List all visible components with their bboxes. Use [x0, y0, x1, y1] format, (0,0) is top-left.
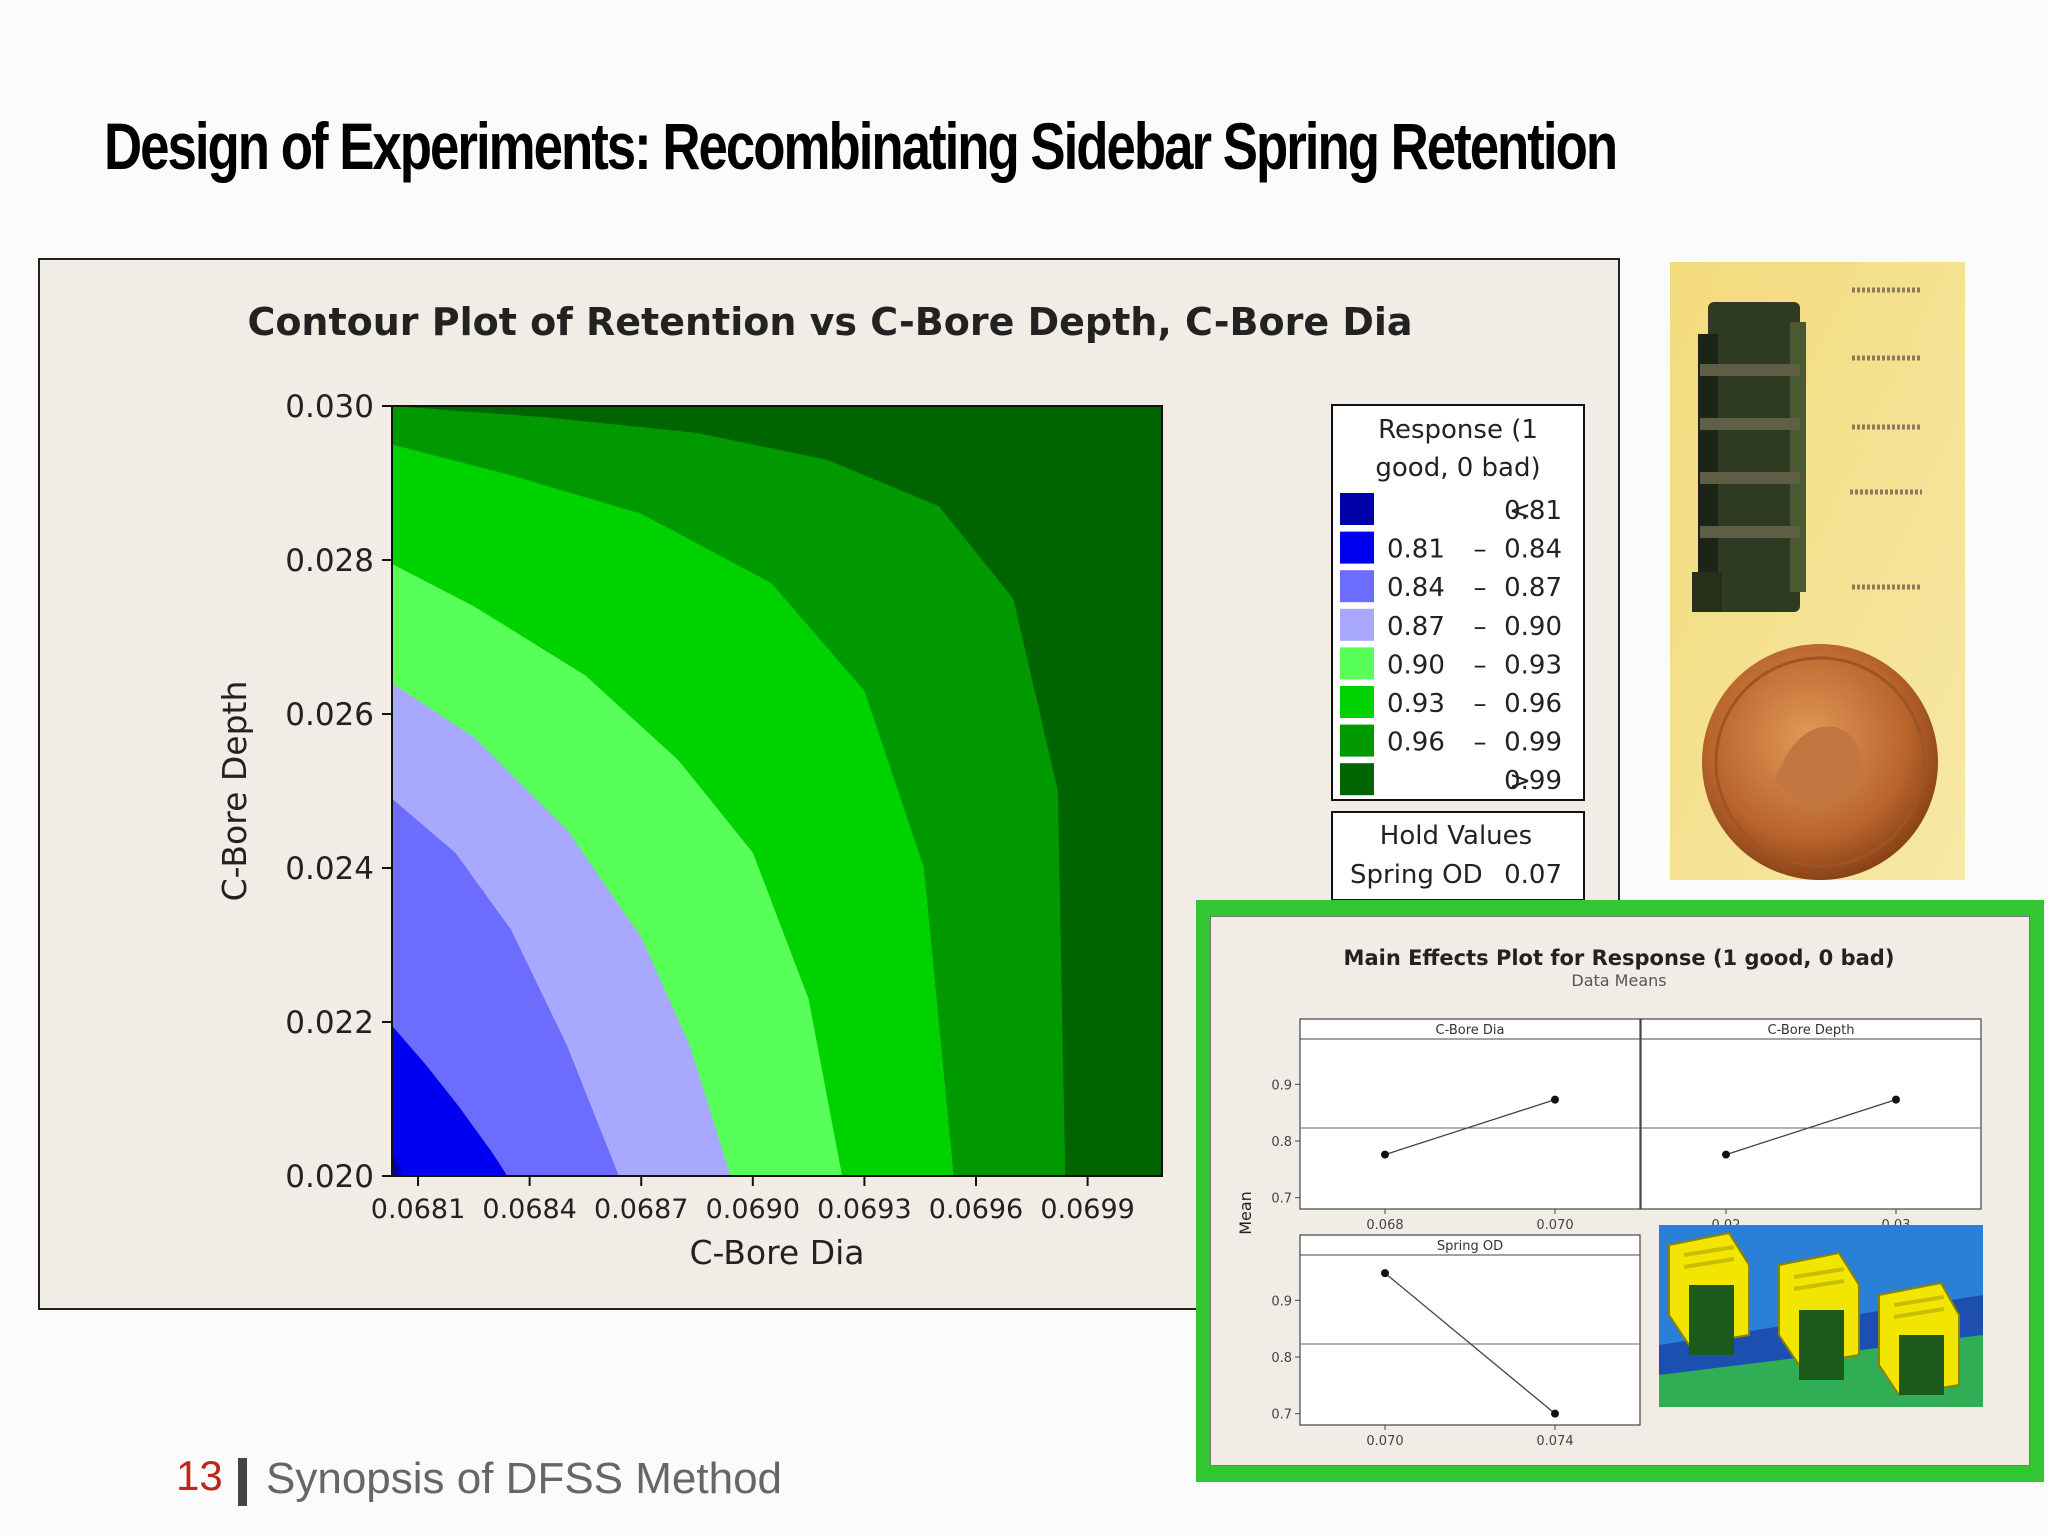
legend-range-dash: – [1474, 535, 1487, 565]
effect-x-tick-label: 0.070 [1366, 1434, 1403, 1449]
legend-swatch [1340, 763, 1374, 796]
effect-point [1381, 1269, 1389, 1278]
legend-range-dash: – [1474, 728, 1487, 758]
contour-region-0.96 [392, 406, 1162, 1176]
panel-frame [1299, 1018, 1641, 1210]
legend-swatch [1340, 686, 1374, 718]
effect-x-tick-label: 0.068 [1366, 1218, 1403, 1233]
legend-range-high: 0.99 [1504, 766, 1562, 796]
plot-frame [391, 405, 1163, 1177]
legend-range-symbol: < [1509, 496, 1531, 526]
y-tick-label: 0.028 [285, 543, 374, 579]
effect-y-tick-label: 0.7 [1271, 1192, 1292, 1207]
legend-range-dash: – [1474, 573, 1487, 603]
effect-y-tick-label: 0.9 [1271, 1294, 1292, 1309]
y-axis-label: C-Bore Depth [215, 681, 254, 902]
effect-point [1551, 1095, 1559, 1104]
legend-range-dash: – [1474, 689, 1487, 719]
panel-frame [1299, 1234, 1641, 1426]
y-tick-label: 0.030 [285, 389, 374, 425]
legend-range-high: 0.81 [1504, 496, 1562, 526]
x-tick-label: 0.0693 [817, 1194, 911, 1225]
effect-x-tick-label: 0.074 [1536, 1434, 1573, 1449]
legend-swatch [1340, 570, 1374, 603]
panel-strip-label: C-Bore Dia [1436, 1023, 1505, 1038]
legend-title-line-1: Response (1 [1378, 415, 1538, 445]
x-tick-label: 0.0681 [371, 1194, 465, 1225]
legend-swatch [1340, 531, 1374, 564]
x-axis-label: C-Bore Dia [689, 1233, 864, 1272]
effect-y-tick-label: 0.8 [1271, 1351, 1292, 1366]
legend-range-high: 0.84 [1504, 535, 1562, 565]
springs-and-coin-photo [1670, 262, 1965, 880]
legend-range-symbol: > [1509, 766, 1531, 796]
legend-range-low: 0.87 [1387, 612, 1445, 642]
legend-swatch [1340, 608, 1374, 641]
y-tick-label: 0.024 [285, 851, 374, 887]
effect-point [1722, 1150, 1730, 1159]
effect-line [1384, 1099, 1556, 1156]
footer-divider [238, 1458, 247, 1506]
effects-panel-1: C-Bore Dia 0.068 0.070 0.9 0.8 0.7 [1271, 1018, 1641, 1233]
effect-point [1892, 1095, 1900, 1104]
penny-coin [1702, 644, 1938, 880]
legend-range-low: 0.93 [1387, 689, 1445, 719]
contour-region-0.99 [392, 406, 1162, 1176]
y-tick-label: 0.020 [285, 1159, 374, 1195]
effects-panel-2: C-Bore Depth0.020.03 [1640, 1018, 1982, 1233]
legend-range-high: 0.90 [1504, 612, 1562, 642]
effect-x-tick-label: 0.070 [1536, 1218, 1573, 1233]
effect-line [1384, 1272, 1556, 1415]
legend-title-line-2: good, 0 bad) [1375, 453, 1540, 483]
effect-y-tick-label: 0.9 [1271, 1078, 1292, 1093]
legend-range-low: 0.96 [1387, 728, 1445, 758]
spring-icons [1850, 287, 1922, 590]
legend-range-high: 0.99 [1504, 728, 1562, 758]
hold-values-label: Spring OD [1350, 860, 1483, 890]
legend-range-low: 0.81 [1387, 535, 1445, 565]
legend-range-high: 0.93 [1504, 650, 1562, 680]
panel-strip-label: C-Bore Depth [1768, 1023, 1855, 1038]
main-effects-title: Main Effects Plot for Response (1 good, … [1344, 946, 1895, 970]
legend-range-low: 0.84 [1387, 573, 1445, 603]
hold-values-title: Hold Values [1380, 821, 1532, 851]
y-tick-label: 0.026 [285, 697, 374, 733]
x-tick-label: 0.0684 [482, 1194, 576, 1225]
contour-title: Contour Plot of Retention vs C-Bore Dept… [247, 300, 1412, 344]
legend-range-dash: – [1474, 650, 1487, 680]
effect-point [1381, 1150, 1389, 1159]
legend-range-high: 0.96 [1504, 689, 1562, 719]
x-tick-label: 0.0690 [706, 1194, 800, 1225]
legend-range-high: 0.87 [1504, 573, 1562, 603]
hold-values-box [1331, 811, 1585, 901]
main-effects-plot: Main Effects Plot for Response (1 good, … [1210, 916, 2030, 1466]
effect-y-tick-label: 0.7 [1271, 1408, 1292, 1423]
main-effects-y-label: Mean [1236, 1191, 1255, 1235]
x-tick-label: 0.0687 [594, 1194, 688, 1225]
y-tick-label: 0.022 [285, 1005, 374, 1041]
panel-strip-label: Spring OD [1437, 1239, 1503, 1254]
effect-line [1725, 1099, 1897, 1156]
legend-swatch [1340, 647, 1374, 680]
hold-values-value: 0.07 [1504, 860, 1562, 890]
section-name: Synopsis of DFSS Method [266, 1454, 783, 1503]
x-tick-label: 0.0699 [1040, 1194, 1134, 1225]
contour-plot: Contour Plot of Retention vs C-Bore Dept… [215, 300, 1585, 1272]
legend-range-dash: – [1474, 612, 1487, 642]
page-number: 13 [176, 1452, 223, 1499]
x-tick-label: 0.0696 [929, 1194, 1023, 1225]
effect-y-tick-label: 0.8 [1271, 1135, 1292, 1150]
effects-panel-3: Spring OD 0.070 0.074 0.9 0.8 0.7 [1271, 1234, 1641, 1449]
main-effects-subtitle: Data Means [1571, 971, 1666, 990]
panel-frame [1640, 1018, 1982, 1210]
legend-swatch [1340, 493, 1374, 525]
legend-swatch [1340, 724, 1374, 757]
connector-render-image [1659, 1225, 1983, 1407]
contour-plot-panel: Contour Plot of Retention vs C-Bore Dept… [38, 258, 1620, 1310]
connector-part [1692, 302, 1806, 612]
slide-title: Design of Experiments: Recombinating Sid… [104, 109, 1618, 183]
effect-point [1551, 1409, 1559, 1418]
legend-range-low: 0.90 [1387, 650, 1445, 680]
main-effects-inset: Main Effects Plot for Response (1 good, … [1196, 900, 2044, 1482]
